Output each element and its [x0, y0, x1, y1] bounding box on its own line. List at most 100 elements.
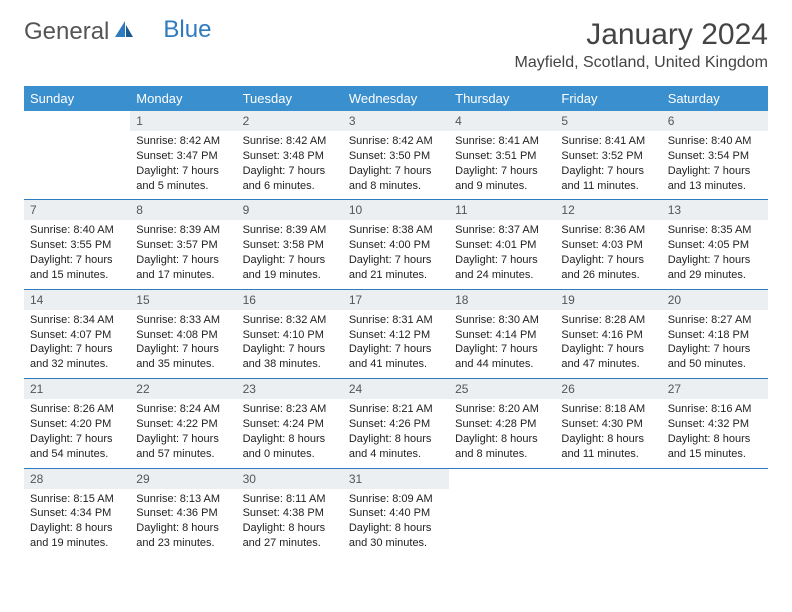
day-number: 20 — [662, 290, 768, 310]
sunrise-text: Sunrise: 8:09 AM — [349, 492, 443, 507]
weekday-header-row: Sunday Monday Tuesday Wednesday Thursday… — [24, 86, 768, 111]
sunrise-text: Sunrise: 8:34 AM — [30, 313, 124, 328]
sunset-text: Sunset: 3:48 PM — [243, 149, 337, 164]
daylight-text: and 8 minutes. — [455, 447, 549, 462]
day-number: 31 — [343, 469, 449, 489]
daylight-text: and 0 minutes. — [243, 447, 337, 462]
daylight-text: Daylight: 7 hours — [136, 164, 230, 179]
calendar-cell: 9Sunrise: 8:39 AMSunset: 3:58 PMDaylight… — [237, 200, 343, 289]
calendar-cell: 11Sunrise: 8:37 AMSunset: 4:01 PMDayligh… — [449, 200, 555, 289]
sunrise-text: Sunrise: 8:40 AM — [668, 134, 762, 149]
sunset-text: Sunset: 4:30 PM — [561, 417, 655, 432]
daylight-text: Daylight: 7 hours — [136, 342, 230, 357]
daylight-text: Daylight: 7 hours — [561, 342, 655, 357]
day-body: Sunrise: 8:40 AMSunset: 3:55 PMDaylight:… — [24, 220, 130, 288]
daylight-text: Daylight: 8 hours — [243, 432, 337, 447]
sunrise-text: Sunrise: 8:41 AM — [455, 134, 549, 149]
calendar-row: 21Sunrise: 8:26 AMSunset: 4:20 PMDayligh… — [24, 379, 768, 468]
daylight-text: and 35 minutes. — [136, 357, 230, 372]
day-body: Sunrise: 8:26 AMSunset: 4:20 PMDaylight:… — [24, 399, 130, 467]
daylight-text: Daylight: 8 hours — [136, 521, 230, 536]
sunset-text: Sunset: 3:47 PM — [136, 149, 230, 164]
sunrise-text: Sunrise: 8:21 AM — [349, 402, 443, 417]
logo-text-general: General — [24, 18, 109, 46]
day-body: Sunrise: 8:20 AMSunset: 4:28 PMDaylight:… — [449, 399, 555, 467]
day-body: Sunrise: 8:13 AMSunset: 4:36 PMDaylight:… — [130, 489, 236, 557]
day-number: 11 — [449, 200, 555, 220]
daylight-text: Daylight: 8 hours — [243, 521, 337, 536]
day-body: Sunrise: 8:24 AMSunset: 4:22 PMDaylight:… — [130, 399, 236, 467]
day-number: 19 — [555, 290, 661, 310]
sunset-text: Sunset: 4:18 PM — [668, 328, 762, 343]
calendar-cell: 7Sunrise: 8:40 AMSunset: 3:55 PMDaylight… — [24, 200, 130, 289]
day-number: 24 — [343, 379, 449, 399]
sunrise-text: Sunrise: 8:32 AM — [243, 313, 337, 328]
sunrise-text: Sunrise: 8:42 AM — [349, 134, 443, 149]
daylight-text: Daylight: 7 hours — [668, 253, 762, 268]
daylight-text: and 6 minutes. — [243, 179, 337, 194]
sunset-text: Sunset: 4:34 PM — [30, 506, 124, 521]
sunrise-text: Sunrise: 8:30 AM — [455, 313, 549, 328]
sunset-text: Sunset: 4:20 PM — [30, 417, 124, 432]
sunset-text: Sunset: 4:40 PM — [349, 506, 443, 521]
calendar-cell: 1Sunrise: 8:42 AMSunset: 3:47 PMDaylight… — [130, 111, 236, 200]
day-body: Sunrise: 8:15 AMSunset: 4:34 PMDaylight:… — [24, 489, 130, 557]
weekday-header: Friday — [555, 86, 661, 111]
day-body: Sunrise: 8:31 AMSunset: 4:12 PMDaylight:… — [343, 310, 449, 378]
day-body: Sunrise: 8:27 AMSunset: 4:18 PMDaylight:… — [662, 310, 768, 378]
sunset-text: Sunset: 4:24 PM — [243, 417, 337, 432]
sunset-text: Sunset: 4:03 PM — [561, 238, 655, 253]
weekday-header: Monday — [130, 86, 236, 111]
daylight-text: and 11 minutes. — [561, 179, 655, 194]
day-body: Sunrise: 8:39 AMSunset: 3:58 PMDaylight:… — [237, 220, 343, 288]
day-body: Sunrise: 8:42 AMSunset: 3:50 PMDaylight:… — [343, 131, 449, 199]
day-number: 6 — [662, 111, 768, 131]
daylight-text: and 54 minutes. — [30, 447, 124, 462]
sunrise-text: Sunrise: 8:41 AM — [561, 134, 655, 149]
sunrise-text: Sunrise: 8:13 AM — [136, 492, 230, 507]
day-number: 5 — [555, 111, 661, 131]
daylight-text: Daylight: 7 hours — [455, 164, 549, 179]
day-body: Sunrise: 8:32 AMSunset: 4:10 PMDaylight:… — [237, 310, 343, 378]
daylight-text: Daylight: 7 hours — [455, 253, 549, 268]
daylight-text: Daylight: 8 hours — [349, 432, 443, 447]
calendar-table: Sunday Monday Tuesday Wednesday Thursday… — [24, 86, 768, 557]
calendar-cell: 27Sunrise: 8:16 AMSunset: 4:32 PMDayligh… — [662, 379, 768, 468]
sunrise-text: Sunrise: 8:23 AM — [243, 402, 337, 417]
weekday-header: Saturday — [662, 86, 768, 111]
calendar-cell: 26Sunrise: 8:18 AMSunset: 4:30 PMDayligh… — [555, 379, 661, 468]
daylight-text: and 21 minutes. — [349, 268, 443, 283]
calendar-cell: 6Sunrise: 8:40 AMSunset: 3:54 PMDaylight… — [662, 111, 768, 200]
calendar-cell: 21Sunrise: 8:26 AMSunset: 4:20 PMDayligh… — [24, 379, 130, 468]
daylight-text: Daylight: 7 hours — [349, 342, 443, 357]
daylight-text: and 57 minutes. — [136, 447, 230, 462]
day-body: Sunrise: 8:30 AMSunset: 4:14 PMDaylight:… — [449, 310, 555, 378]
sunset-text: Sunset: 4:16 PM — [561, 328, 655, 343]
day-number: 25 — [449, 379, 555, 399]
daylight-text: Daylight: 8 hours — [561, 432, 655, 447]
day-body: Sunrise: 8:11 AMSunset: 4:38 PMDaylight:… — [237, 489, 343, 557]
daylight-text: and 47 minutes. — [561, 357, 655, 372]
daylight-text: Daylight: 7 hours — [455, 342, 549, 357]
day-body: Sunrise: 8:28 AMSunset: 4:16 PMDaylight:… — [555, 310, 661, 378]
calendar-cell: 19Sunrise: 8:28 AMSunset: 4:16 PMDayligh… — [555, 289, 661, 378]
calendar-cell: 24Sunrise: 8:21 AMSunset: 4:26 PMDayligh… — [343, 379, 449, 468]
daylight-text: and 32 minutes. — [30, 357, 124, 372]
daylight-text: and 44 minutes. — [455, 357, 549, 372]
day-number: 30 — [237, 469, 343, 489]
sunrise-text: Sunrise: 8:42 AM — [136, 134, 230, 149]
daylight-text: and 15 minutes. — [668, 447, 762, 462]
daylight-text: and 19 minutes. — [243, 268, 337, 283]
calendar-cell: 31Sunrise: 8:09 AMSunset: 4:40 PMDayligh… — [343, 468, 449, 557]
header: General Blue January 2024 Mayfield, Scot… — [24, 18, 768, 72]
day-number: 18 — [449, 290, 555, 310]
day-number: 14 — [24, 290, 130, 310]
sunrise-text: Sunrise: 8:40 AM — [30, 223, 124, 238]
calendar-cell: 23Sunrise: 8:23 AMSunset: 4:24 PMDayligh… — [237, 379, 343, 468]
calendar-cell: 16Sunrise: 8:32 AMSunset: 4:10 PMDayligh… — [237, 289, 343, 378]
day-body: Sunrise: 8:23 AMSunset: 4:24 PMDaylight:… — [237, 399, 343, 467]
calendar-cell — [24, 111, 130, 200]
weekday-header: Wednesday — [343, 86, 449, 111]
day-number: 16 — [237, 290, 343, 310]
day-number: 21 — [24, 379, 130, 399]
